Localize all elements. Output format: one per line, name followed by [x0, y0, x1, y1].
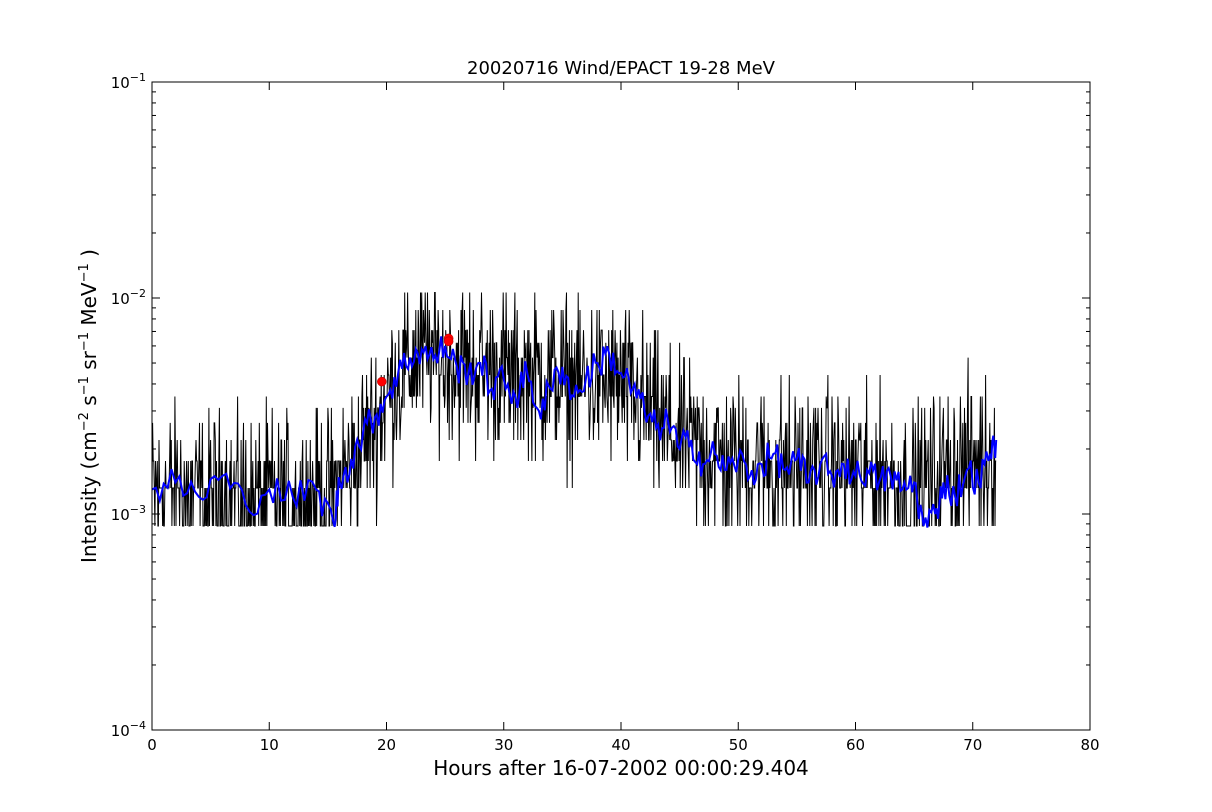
- x-tick-label: 70: [963, 736, 982, 754]
- event-markers: [377, 333, 454, 387]
- y-axis: 10−4 10−3 10−2 10−1: [111, 71, 1090, 740]
- smoothed-intensity-line: [152, 336, 998, 528]
- x-tick-label: 60: [846, 736, 865, 754]
- x-tick-label: 0: [147, 736, 157, 754]
- x-tick-label: 30: [494, 736, 513, 754]
- x-tick-label: 10: [260, 736, 279, 754]
- event-marker: [443, 336, 454, 347]
- smoothed-intensity-series: [152, 336, 998, 528]
- x-tick-label: 40: [611, 736, 630, 754]
- event-marker: [377, 376, 387, 387]
- x-tick-label: 20: [377, 736, 396, 754]
- x-axis-label: Hours after 16-07-2002 00:00:29.404: [433, 756, 809, 780]
- x-tick-label: 80: [1080, 736, 1099, 754]
- y-tick-label: 10−2: [111, 287, 146, 308]
- y-tick-label: 10−4: [111, 719, 146, 740]
- y-tick-label: 10−3: [111, 503, 146, 524]
- x-axis: 0 10 20 30 40 50 60 70 80: [147, 82, 1100, 754]
- chart-title: 20020716 Wind/EPACT 19-28 MeV: [467, 58, 776, 79]
- y-axis-label: Intensity (cm−2 s−1 sr−1 MeV−1 ): [77, 249, 101, 563]
- x-tick-label: 50: [729, 736, 748, 754]
- y-tick-label: 10−1: [111, 71, 146, 92]
